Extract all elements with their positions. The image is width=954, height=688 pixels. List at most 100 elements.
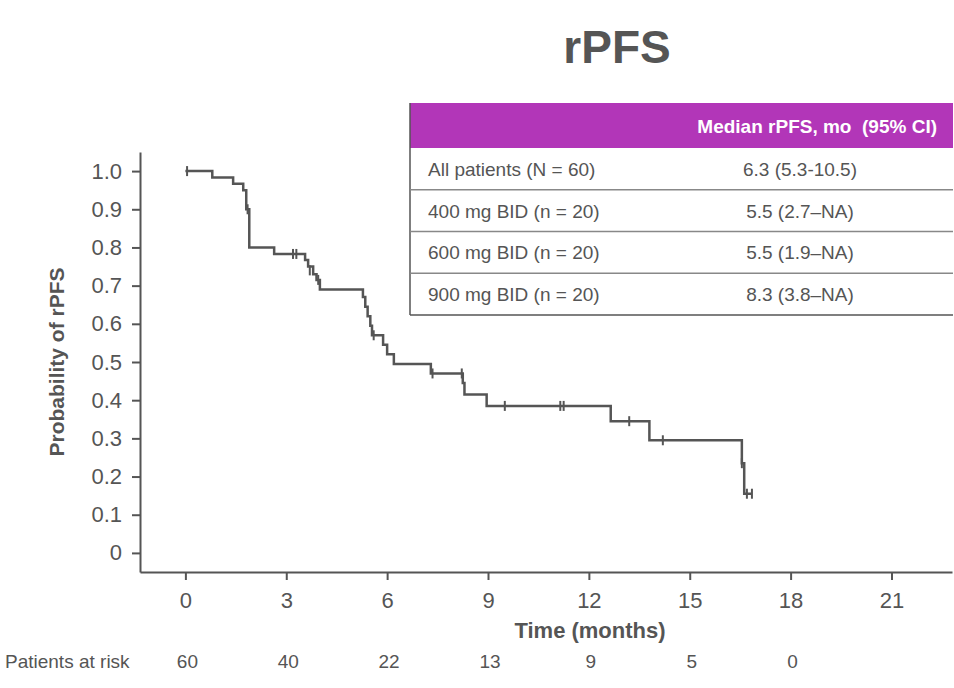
tick-mark [132,400,140,402]
title: rPFS [563,21,670,73]
table-cell: 8.3 (3.8–NA) [746,284,854,305]
y-axis: 1.0 0.9 0.8 0.7 0.6 0.5 0.4 0.3 0.2 0.1 0 [91,153,140,573]
tick-mark [132,209,140,211]
tick-mark [132,362,140,364]
tick: 6 [382,572,394,613]
x-axis-title: Time (months) [514,618,665,643]
tick-mark [132,514,140,516]
censor-mark [628,416,630,426]
tick: 0.2 [91,464,140,489]
tick-label: 0.8 [91,235,122,260]
tick-mark [488,572,490,580]
tick-label: 0 [110,540,122,565]
tick: 3 [281,572,293,613]
censor-mark [559,401,561,411]
median-table: Median rPFS, mo (95% CI) All patients (N … [410,103,953,315]
tick: 0.9 [91,197,140,222]
tick: 0 [110,540,140,565]
tick: 1.0 [91,159,140,184]
tick-mark [588,572,590,580]
x-axis: 0 3 6 9 12 15 18 21 [141,572,953,613]
at-risk-count: 22 [379,651,400,672]
censor-mark [662,435,664,445]
table-header-bg [410,103,953,148]
table-cell: 5.5 (2.7–NA) [746,201,854,222]
tick: 15 [678,572,702,613]
tick-label: 0.4 [91,388,122,413]
tick-mark [387,572,389,580]
censor-mark [309,265,311,275]
tick: 21 [880,572,904,613]
tick-mark [891,572,893,580]
censor-mark [317,275,319,285]
tick: 0 [180,572,192,613]
table-cell: 6.3 (5.3-10.5) [743,159,857,180]
censor-mark [461,368,463,378]
tick-label: 12 [577,588,601,613]
table-rule [410,189,953,191]
tick: 9 [482,572,494,613]
table-cell: All patients (N = 60) [428,159,595,180]
table-cell: 600 mg BID (n = 20) [428,242,600,263]
tick: 0.5 [91,350,140,375]
tick-label: 0.6 [91,311,122,336]
table-cell: 5.5 (1.9–NA) [746,242,854,263]
at-risk-label: Patients at risk [5,651,130,672]
tick-mark [132,247,140,249]
tick-label: 21 [880,588,904,613]
tick-label: 0.7 [91,273,122,298]
censor-mark [295,249,297,259]
tick-label: 0.3 [91,426,122,451]
table-rule [410,273,953,275]
tick-mark [185,572,187,580]
at-risk-row: Patients at risk60402213950 [5,651,798,672]
at-risk-count: 60 [177,651,198,672]
table-border [409,103,411,315]
tick-label: 0 [180,588,192,613]
tick-mark [132,476,140,478]
tick-mark [286,572,288,580]
table-header: Median rPFS, mo (95% CI) [697,116,937,137]
tick: 0.3 [91,426,140,451]
tick-label: 9 [482,588,494,613]
tick-label: 6 [382,588,394,613]
censor-mark [563,401,565,411]
tick-label: 0.5 [91,350,122,375]
tick-label: 0.1 [91,502,122,527]
axis-line [141,572,953,574]
tick: 18 [779,572,803,613]
table-cell: 400 mg BID (n = 20) [428,201,600,222]
tick: 0.7 [91,273,140,298]
at-risk-count: 40 [278,651,299,672]
tick-mark [790,572,792,580]
tick-mark [132,285,140,287]
table-background [410,103,953,315]
censor-mark [746,489,748,499]
censor-mark [504,401,506,411]
table-rule [410,314,953,316]
tick-mark [132,171,140,173]
censor-mark [373,330,375,340]
censor-mark [432,368,434,378]
censor-mark [751,489,753,499]
censor-mark [292,249,294,259]
at-risk-count: 9 [586,651,597,672]
tick: 0.8 [91,235,140,260]
tick-mark [132,438,140,440]
censor-mark [247,204,249,214]
tick-label: 15 [678,588,702,613]
tick-label: 18 [779,588,803,613]
tick-mark [132,552,140,554]
tick: 12 [577,572,601,613]
tick-label: 3 [281,588,293,613]
tick-label: 1.0 [91,159,122,184]
chart: rPFS 0 3 6 9 12 15 18 21 1.0 0.9 0.8 0.7 0.6 0.5 0.4 0.3… [0,0,954,688]
at-risk-count: 0 [787,651,798,672]
at-risk-count: 13 [479,651,500,672]
y-axis-title: Probability of rPFS [45,267,68,456]
censor-mark [186,166,188,176]
tick: 0.4 [91,388,140,413]
table-cell: 900 mg BID (n = 20) [428,284,600,305]
tick-label: 0.2 [91,464,122,489]
table-rule [410,231,953,233]
